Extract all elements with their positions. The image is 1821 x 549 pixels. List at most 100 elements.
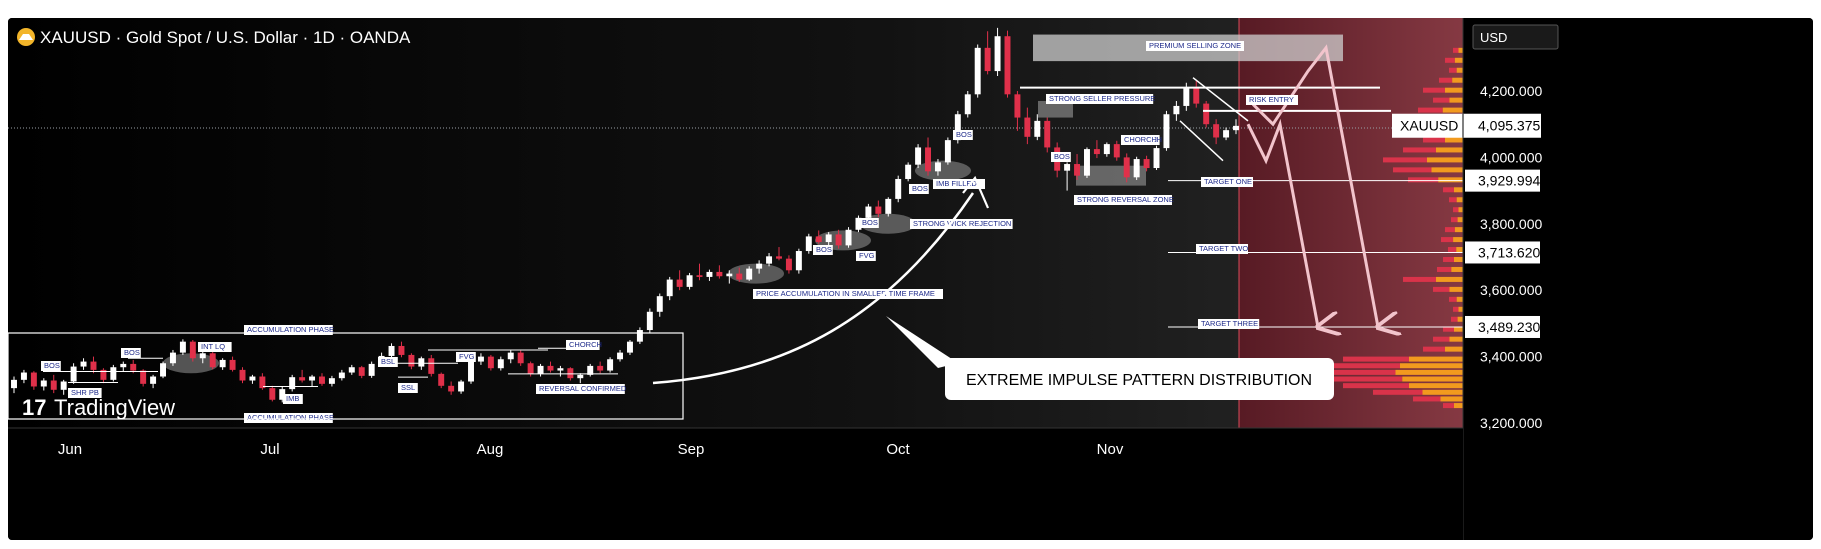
candle-body (1093, 149, 1100, 155)
volume-profile-bar (1343, 383, 1409, 389)
volume-profile-bar (1449, 97, 1463, 103)
annotation-label: TARGET TWO (1199, 244, 1248, 253)
annotation-label-box (398, 383, 418, 393)
candle-body (209, 353, 216, 368)
volume-profile-bar (1443, 257, 1454, 262)
volume-profile-bar (1456, 67, 1463, 73)
candle-body (537, 365, 544, 374)
candle-body (189, 341, 196, 359)
candle-body (577, 374, 584, 379)
annotation-label-box (566, 340, 600, 350)
annotation-label-box (813, 245, 833, 255)
annotation-label-box (1074, 195, 1172, 205)
annotation-label: BOS (44, 361, 60, 370)
candle-body (646, 311, 653, 331)
volume-profile-bar (1373, 389, 1423, 395)
y-tick-label: 4,200.000 (1480, 83, 1542, 99)
projection-arrow-two (1251, 44, 1378, 327)
x-tick-label: Aug (477, 441, 504, 458)
currency-badge[interactable] (1472, 24, 1559, 50)
y-tick-label: 3,200.000 (1480, 415, 1542, 431)
candle-body (219, 359, 226, 368)
annotation-label-box (41, 361, 61, 371)
y-tick-label: 3,800.000 (1480, 216, 1542, 232)
candle-body (597, 365, 604, 371)
candle-body (487, 356, 494, 369)
volume-profile-bar (1423, 346, 1445, 352)
candle-body (368, 363, 375, 376)
annotation-label-box (1146, 41, 1244, 51)
candle-body (458, 381, 465, 392)
x-tick-label: Oct (886, 441, 910, 458)
candle-body (328, 378, 335, 384)
candle-body (746, 268, 753, 280)
annotation-label-box (1198, 319, 1260, 329)
x-tick-label: Sep (678, 441, 705, 458)
annotation-label-box (244, 325, 333, 335)
annotation-label-box (456, 352, 476, 362)
candle-body (358, 367, 365, 376)
volume-profile-bar (1393, 167, 1432, 173)
candle-body (805, 236, 812, 252)
volume-profile-bar (1402, 376, 1463, 382)
annotation-label: PRICE ACCUMULATION IN SMALLER TIME FRAME (756, 289, 935, 298)
x-tick-label: Jul (260, 441, 279, 458)
candle-body (855, 217, 862, 230)
volume-profile-bar (1323, 363, 1400, 369)
volume-profile-bar (1443, 403, 1454, 409)
candle-body (1143, 159, 1150, 169)
volume-profile-bar (1408, 177, 1439, 183)
candle-body (70, 366, 77, 382)
candle-body (497, 359, 504, 369)
candle-body (944, 140, 951, 163)
candle-body (1153, 148, 1160, 169)
annotation-label: INT LQ (201, 342, 225, 351)
candle-body (517, 352, 524, 364)
candle-body (60, 381, 67, 390)
annotation-label: BOS (912, 184, 928, 193)
chart-frame[interactable]: XAUUSD · Gold Spot / U.S. Dollar · 1D · … (8, 18, 1813, 540)
candle-body (567, 368, 574, 379)
annotation-label: BOS (1054, 152, 1070, 161)
chart-title: XAUUSD · Gold Spot / U.S. Dollar · 1D · … (40, 28, 411, 47)
price-axis (1463, 18, 1813, 540)
volume-profile-bar (1443, 187, 1454, 193)
candle-body (289, 377, 296, 390)
x-axis-ticks: Jun Jul Aug Sep Oct Nov (58, 441, 1124, 458)
candle-body (934, 162, 941, 172)
volume-profile-bar (1427, 157, 1463, 163)
candle-body (338, 372, 345, 379)
annotation-label-box (244, 413, 333, 423)
annotation-label-box (378, 357, 398, 367)
annotation-label: BOS (956, 130, 972, 139)
candle-body (140, 370, 147, 384)
candle-body (895, 178, 902, 199)
volume-profile-bar (1313, 369, 1396, 375)
volume-profile (1313, 47, 1463, 409)
candle-body (617, 352, 624, 360)
volume-profile-bar (1451, 316, 1458, 322)
candlestick-chart[interactable]: XAUUSD · Gold Spot / U.S. Dollar · 1D · … (8, 18, 1813, 540)
candle-body (110, 367, 117, 380)
volume-profile-bar (1413, 396, 1441, 402)
volume-profile-bar (1448, 247, 1457, 253)
price-level-tag (1465, 169, 1540, 192)
candle-body (1133, 159, 1140, 178)
volume-profile-bar (1403, 276, 1436, 282)
volume-profile-bar (1456, 197, 1463, 203)
candle-body (766, 256, 773, 264)
tradingview-logo-icon: 17 (22, 395, 46, 420)
candle-body (1103, 144, 1110, 155)
candle-body (557, 368, 564, 371)
zones-layer (163, 34, 1343, 374)
volume-profile-bar (1453, 237, 1463, 243)
candle-body (626, 341, 633, 353)
x-tick-label: Jun (58, 441, 82, 458)
candle-body (845, 229, 852, 246)
volume-profile-bar (1433, 97, 1450, 103)
impulse-curve (652, 192, 975, 385)
candle-body (50, 380, 57, 390)
candle-body (169, 352, 176, 364)
candle-body (686, 275, 693, 287)
candle-body (875, 206, 882, 214)
